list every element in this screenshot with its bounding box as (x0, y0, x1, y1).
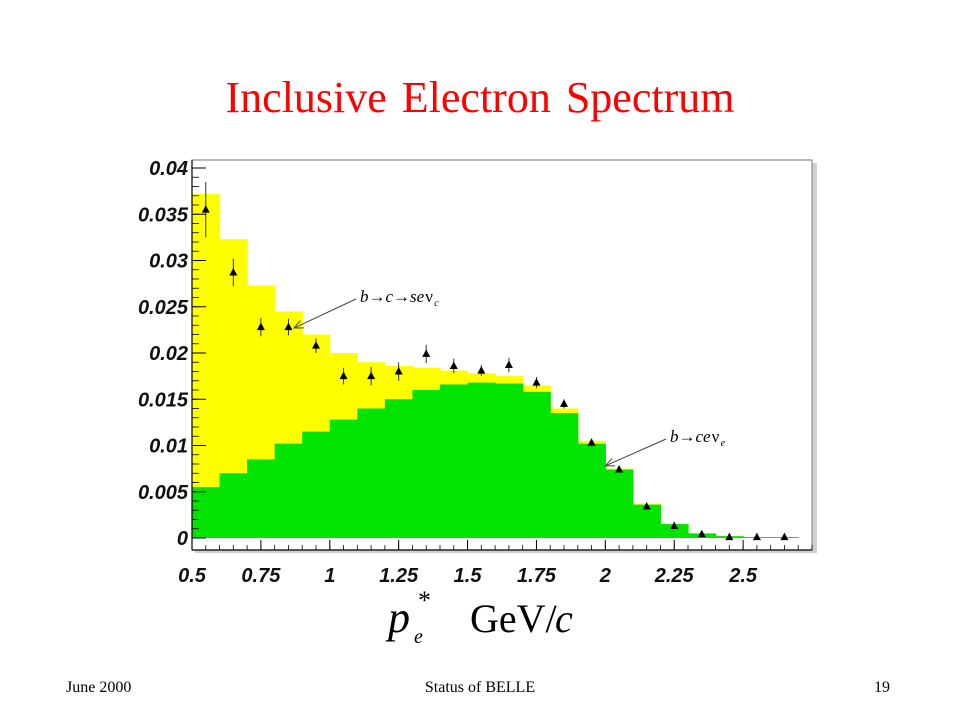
data-point (312, 341, 320, 349)
y-tick-label: 0.02 (149, 343, 188, 365)
data-point (229, 268, 238, 276)
direct-bar (219, 473, 248, 538)
arrow-head (292, 320, 304, 329)
data-point (560, 399, 568, 407)
y-tick-label: 0.03 (149, 251, 188, 273)
direct-bar (605, 469, 634, 538)
direct-bar (274, 443, 303, 538)
data-point (587, 438, 596, 446)
annotations: b→c→se ν cb→ce ν e (292, 287, 726, 467)
annotation-subscript: e (721, 438, 726, 449)
y-tick-label: 0.035 (138, 204, 189, 226)
data-point (615, 465, 624, 473)
slide-title: Inclusive Electron Spectrum (225, 73, 735, 122)
direct-bar (550, 413, 579, 538)
arrow-head (604, 458, 616, 467)
x-label-unit: GeV/ (470, 596, 558, 641)
x-label-symbol: p (385, 593, 410, 642)
footer-page-number: 19 (874, 679, 890, 696)
data-point (367, 371, 376, 380)
annotation-label: b→ce ν e (670, 427, 726, 449)
data-point (422, 349, 431, 357)
annotation-arrow (293, 298, 357, 329)
y-tick-label: 0 (177, 528, 188, 550)
data-points (201, 181, 789, 541)
x-tick-label: 1.75 (517, 565, 557, 587)
data-point (477, 366, 486, 374)
direct-bar (632, 504, 662, 538)
direct-bar (522, 391, 551, 538)
annotation-label: b→c→se ν c (360, 287, 439, 309)
data-point (752, 532, 761, 541)
direct-bar (192, 487, 221, 538)
x-label-subscript: e (414, 626, 423, 648)
direct-bar (302, 431, 331, 538)
data-point (504, 360, 513, 369)
y-tick-label: 0.005 (138, 482, 189, 504)
direct-bar (577, 443, 606, 538)
direct-bar (467, 382, 496, 538)
x-tick-label: 0.75 (241, 565, 281, 587)
x-tick-label: 1.25 (379, 565, 419, 587)
data-point (697, 529, 706, 538)
x-tick-label: 2.25 (654, 565, 695, 587)
data-point (394, 367, 403, 375)
annotation-text: b→ce (670, 427, 711, 446)
axes: 0 0.005 0.01 0.015 0.02 0.025 0.03 0.035 0.04 0.5… (138, 158, 813, 587)
x-tick-label: 1 (324, 565, 335, 587)
data-point (670, 521, 679, 529)
annotation-nu: ν (425, 287, 433, 306)
annotation-arrow (605, 438, 667, 467)
direct-bar (412, 390, 441, 538)
data-point (284, 322, 293, 331)
annotation-text: b→c→se (360, 287, 425, 306)
y-tick-label: 0.04 (149, 158, 188, 180)
data-point (532, 378, 541, 386)
data-point (256, 322, 265, 331)
direct-bar (495, 383, 524, 538)
annotation-subscript: c (434, 298, 439, 309)
x-tick-label: 0.5 (178, 565, 207, 587)
direct-bar (357, 408, 386, 538)
footer-presentation-title: Status of BELLE (424, 679, 536, 696)
data-point (449, 361, 458, 369)
total-bar (192, 193, 221, 538)
data-point (725, 532, 734, 541)
data-point (201, 205, 210, 213)
x-tick-label: 2 (599, 565, 611, 587)
data-point (339, 371, 348, 380)
y-tick-label: 0.015 (138, 389, 189, 411)
y-tick-label: 0.025 (138, 297, 189, 319)
direct-bar (384, 399, 414, 538)
direct-bar (660, 524, 689, 538)
y-tick-label: 0.01 (149, 436, 188, 458)
x-label-superscript: * (418, 586, 431, 615)
x-axis-label: p * e GeV/ c (385, 586, 573, 648)
x-tick-label: 1.5 (454, 565, 483, 587)
x-tick-label: 2.5 (728, 565, 758, 587)
direct-bar (247, 459, 276, 538)
data-point (642, 502, 651, 510)
data-point (780, 532, 789, 541)
x-label-unit-c: c (555, 596, 573, 641)
direct-bar (329, 419, 358, 538)
annotation-nu: ν (712, 427, 720, 446)
direct-bar (440, 384, 469, 538)
footer-date: June 2000 (66, 679, 132, 696)
direct-histogram (192, 382, 799, 538)
